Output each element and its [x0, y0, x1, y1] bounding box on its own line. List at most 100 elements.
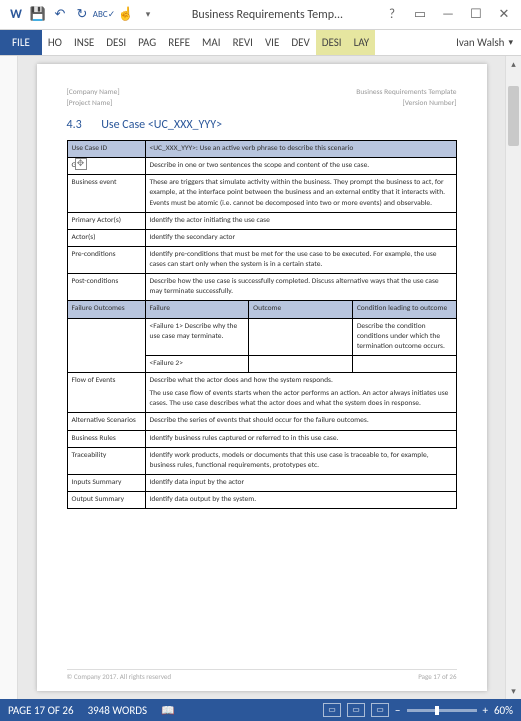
tab-review[interactable]: REVI	[227, 30, 259, 55]
rules-label: Business Rules	[67, 430, 145, 447]
tab-table-layout[interactable]: LAY	[348, 30, 376, 55]
vertical-ruler	[0, 56, 18, 699]
scroll-down-icon[interactable]: ▾	[506, 683, 521, 699]
header-project: [Project Name]	[67, 99, 113, 108]
quick-access-toolbar: W 💾 ↶ ↻ ABC✓ ☝ ▾	[4, 7, 156, 23]
section-number: 4.3	[67, 118, 99, 132]
ribbon-tabs: FILE HO INSE DESI PAG REFE MAI REVI VIE …	[0, 30, 521, 56]
header-version: [Version Number]	[402, 99, 456, 108]
bevent-label: Business event	[67, 175, 145, 212]
tab-references[interactable]: REFE	[162, 30, 196, 55]
document-area: ✥ [Company Name] Business Requirements T…	[0, 56, 521, 699]
statusbar: PAGE 17 OF 26 3948 WORDS 📖 ▭ ▭ ▭ − + 60%	[0, 699, 521, 721]
scroll-thumb[interactable]	[508, 86, 519, 146]
pactor-value: Identify the actor initiating the use ca…	[145, 212, 456, 229]
status-words[interactable]: 3948 WORDS	[88, 704, 148, 717]
close-icon[interactable]: ✕	[491, 4, 517, 26]
outputs-value: Identify data output by the system.	[145, 492, 456, 509]
actor-label: Actor(s)	[67, 229, 145, 246]
actor-value: Identify the secondary actor	[145, 229, 456, 246]
ribbon-display-icon[interactable]: ▭	[407, 4, 433, 26]
flow-line2: The use case flow of events starts when …	[150, 389, 452, 409]
fail2-failure: <Failure 2>	[145, 355, 249, 372]
file-tab[interactable]: FILE	[0, 30, 42, 55]
account-label: Ivan Walsh	[456, 36, 504, 49]
inputs-value: Identify data input by the actor	[145, 474, 456, 491]
fail-header-failure: Failure	[145, 301, 249, 318]
window-title: Business Requirements Temp...	[156, 8, 379, 22]
trace-label: Traceability	[67, 447, 145, 474]
fail2-condition	[352, 355, 456, 372]
fail1-condition: Describe the condition conditions under …	[352, 318, 456, 355]
section-heading: 4.3 Use Case <UC_XXX_YYY>	[67, 118, 457, 132]
use-case-table: Use Case ID<UC_XXX_YYY>: Use an active v…	[67, 140, 457, 509]
read-mode-icon[interactable]: ▭	[323, 703, 341, 717]
account-name[interactable]: Ivan Walsh ▾	[448, 30, 521, 55]
footer-copyright: © Company 2017. All rights reserved	[67, 672, 172, 681]
tab-insert[interactable]: INSE	[68, 30, 100, 55]
web-layout-icon[interactable]: ▭	[371, 703, 389, 717]
minimize-icon[interactable]: —	[435, 4, 461, 26]
flow-line1: Describe what the actor does and how the…	[150, 376, 452, 386]
goal-value: Describe in one or two sentences the sco…	[145, 158, 456, 175]
section-title-text: Use Case <UC_XXX_YYY>	[101, 118, 222, 132]
vertical-scrollbar[interactable]: ▴ ▾	[505, 56, 521, 699]
doc-header-row2: [Project Name] [Version Number]	[67, 99, 457, 108]
print-layout-icon[interactable]: ▭	[347, 703, 365, 717]
table-move-handle-icon[interactable]: ✥	[75, 158, 87, 170]
touch-mode-icon[interactable]: ☝	[118, 7, 134, 23]
spelling-icon[interactable]: ABC✓	[96, 7, 112, 23]
doc-footer: © Company 2017. All rights reserved Page…	[67, 669, 457, 681]
doc-header-row1: [Company Name] Business Requirements Tem…	[67, 88, 457, 97]
undo-icon[interactable]: ↶	[52, 7, 68, 23]
trace-value: Identify work products, models or docume…	[145, 447, 456, 474]
save-icon[interactable]: 💾	[30, 7, 46, 23]
inputs-label: Inputs Summary	[67, 474, 145, 491]
page-container: ✥ [Company Name] Business Requirements T…	[18, 56, 505, 699]
document-page[interactable]: ✥ [Company Name] Business Requirements T…	[37, 64, 487, 691]
fail-rowspan	[67, 318, 145, 373]
tab-developer[interactable]: DEV	[285, 30, 315, 55]
status-page[interactable]: PAGE 17 OF 26	[8, 704, 74, 717]
tab-page-layout[interactable]: PAG	[132, 30, 162, 55]
tab-design[interactable]: DESI	[100, 30, 132, 55]
titlebar: W 💾 ↶ ↻ ABC✓ ☝ ▾ Business Requirements T…	[0, 0, 521, 30]
tab-view[interactable]: VIE	[259, 30, 285, 55]
flow-value: Describe what the actor does and how the…	[145, 373, 456, 413]
zoom-in-icon[interactable]: +	[483, 704, 488, 717]
qat-customize-icon[interactable]: ▾	[140, 7, 156, 23]
fail2-outcome	[249, 355, 353, 372]
zoom-out-icon[interactable]: −	[395, 704, 400, 717]
window-controls: ? ▭ — ☐ ✕	[379, 4, 517, 26]
redo-icon[interactable]: ↻	[74, 7, 90, 23]
word-app-icon: W	[8, 7, 24, 23]
header-doc: Business Requirements Template	[356, 88, 456, 97]
header-company: [Company Name]	[67, 88, 120, 97]
pactor-label: Primary Actor(s)	[67, 212, 145, 229]
footer-page: Page 17 of 26	[418, 672, 456, 681]
fail-header-outcome: Outcome	[249, 301, 353, 318]
alt-value: Describe the series of events that shoul…	[145, 413, 456, 430]
postcon-value: Describe how the use case is successfull…	[145, 274, 456, 301]
bevent-value: These are triggers that simulate activit…	[145, 175, 456, 212]
tab-mailings[interactable]: MAI	[196, 30, 227, 55]
fail-label: Failure Outcomes	[67, 301, 145, 318]
zoom-slider[interactable]	[407, 709, 477, 712]
fail1-failure: <Failure 1> Describe why the use case ma…	[145, 318, 249, 355]
maximize-icon[interactable]: ☐	[463, 4, 489, 26]
tab-home[interactable]: HO	[42, 30, 68, 55]
precon-label: Pre-conditions	[67, 246, 145, 273]
precon-value: Identify pre-conditions that must be met…	[145, 246, 456, 273]
zoom-level[interactable]: 60%	[494, 704, 513, 717]
alt-label: Alternative Scenarios	[67, 413, 145, 430]
outputs-label: Output Summary	[67, 492, 145, 509]
help-icon[interactable]: ?	[379, 4, 405, 26]
tab-table-design[interactable]: DESI	[316, 30, 348, 55]
status-right: ▭ ▭ ▭ − + 60%	[323, 703, 513, 717]
rules-value: Identify business rules captured or refe…	[145, 430, 456, 447]
scroll-up-icon[interactable]: ▴	[506, 56, 521, 72]
postcon-label: Post-conditions	[67, 274, 145, 301]
ucid-label: Use Case ID	[67, 141, 145, 158]
status-proofing-icon[interactable]: 📖	[161, 704, 175, 717]
ucid-value: <UC_XXX_YYY>: Use an active verb phrase …	[145, 141, 456, 158]
